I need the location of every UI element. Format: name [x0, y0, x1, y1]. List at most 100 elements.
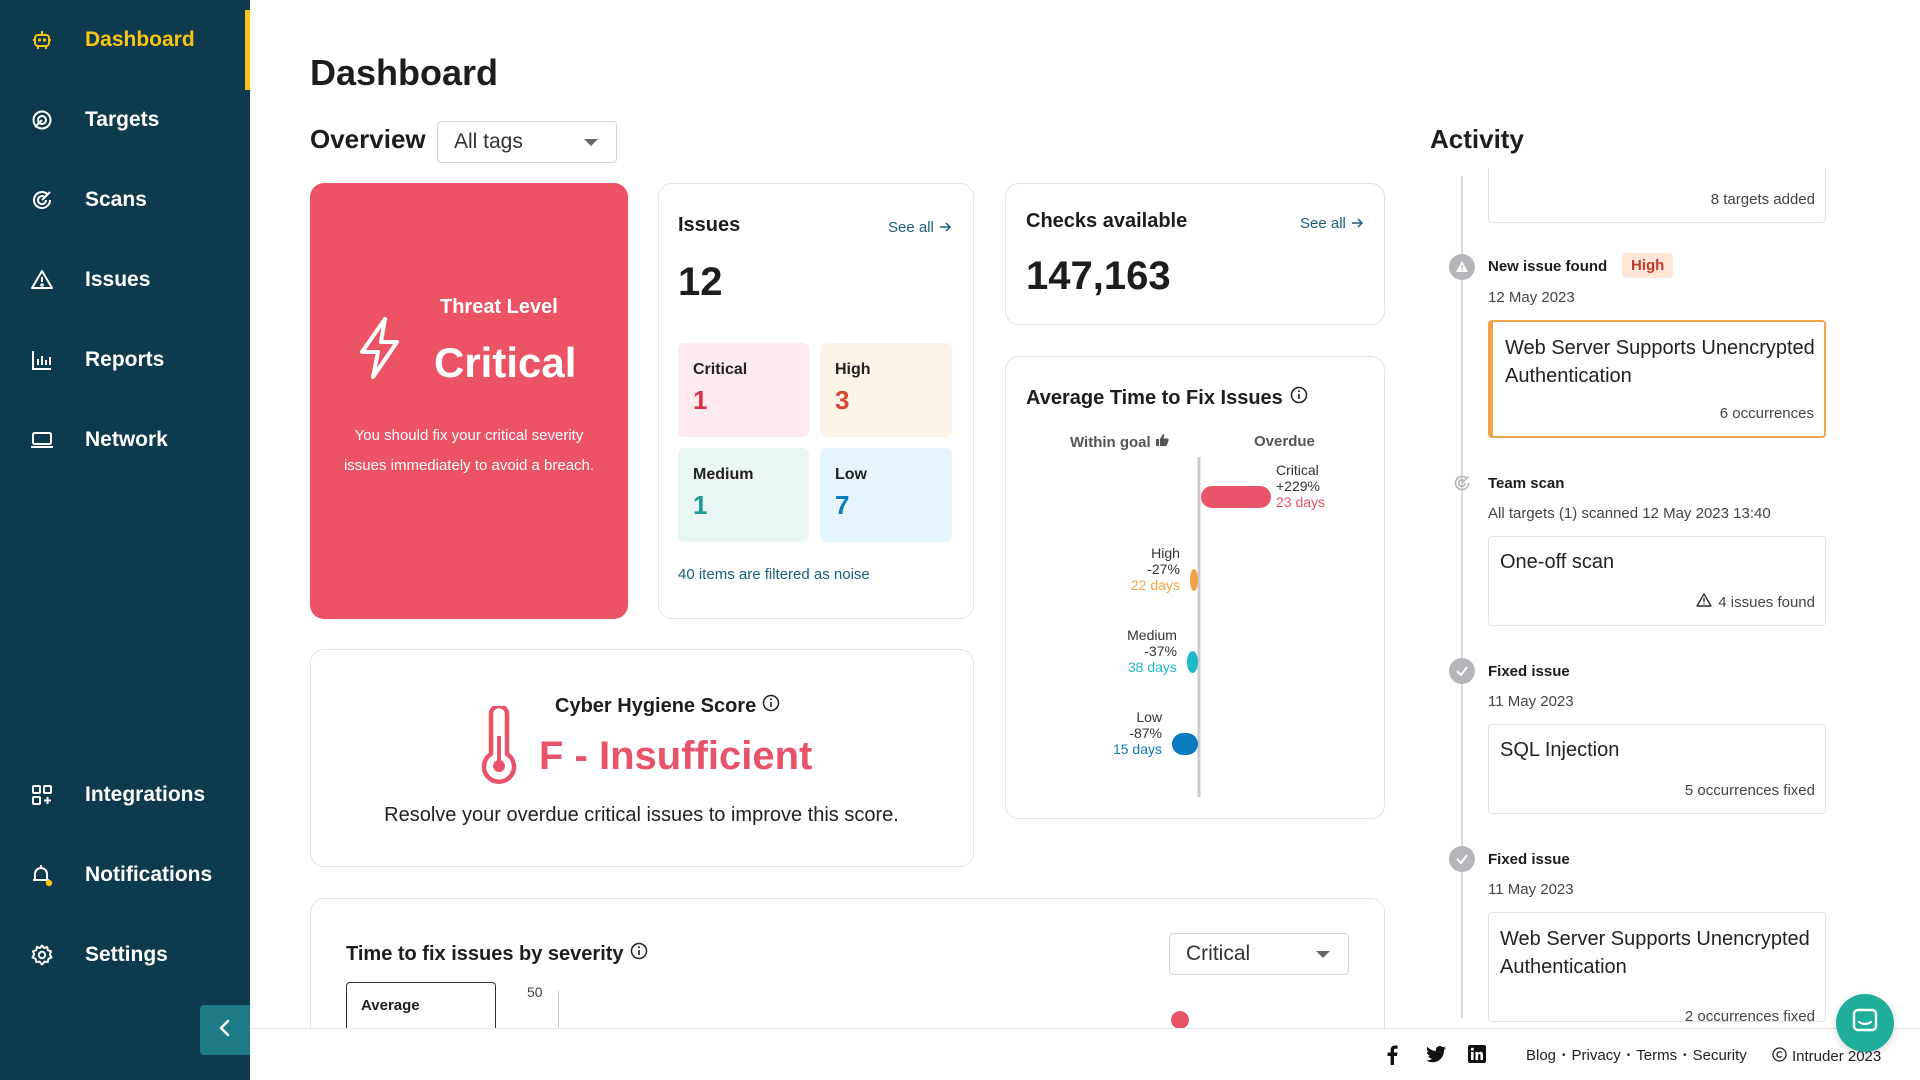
laptop-icon [30, 428, 54, 452]
check-circle-icon [1449, 658, 1475, 684]
chart-bar-critical [1201, 486, 1271, 508]
footer-link-security[interactable]: Security [1692, 1047, 1747, 1064]
chart-days-label: 38 days [1128, 659, 1177, 675]
threat-level-value: Critical [434, 339, 577, 386]
medium-label: Medium [693, 466, 754, 483]
facebook-icon[interactable] [1386, 1045, 1398, 1070]
hygiene-hint: Resolve your overdue critical issues to … [384, 804, 899, 826]
info-icon[interactable] [630, 942, 648, 966]
medium-count: 1 [693, 490, 708, 520]
warning-icon [1449, 254, 1475, 280]
tags-select[interactable]: All tags [437, 121, 617, 163]
info-icon[interactable] [762, 694, 780, 718]
chart-value-label: -37% [1144, 643, 1177, 659]
footer-link-terms[interactable]: Terms [1636, 1047, 1678, 1064]
gear-icon [30, 943, 54, 967]
linkedin-icon[interactable] [1468, 1045, 1486, 1068]
hygiene-title-row: Cyber Hygiene Score [555, 694, 780, 718]
sidebar-item-reports[interactable]: Reports [0, 330, 250, 390]
severity-select[interactable]: Critical [1169, 933, 1349, 975]
sidebar-item-label: Integrations [85, 783, 206, 806]
critical-count: 1 [693, 385, 708, 415]
high-label: High [835, 361, 871, 378]
critical-issues-tile[interactable]: Critical 1 [678, 343, 809, 437]
collapse-sidebar-button[interactable] [200, 1005, 250, 1055]
chart-category-label: Critical [1276, 462, 1319, 478]
activity-card-note: 5 occurrences fixed [1684, 782, 1815, 799]
chat-launcher-button[interactable] [1836, 994, 1894, 1052]
medium-issues-tile[interactable]: Medium 1 [678, 448, 809, 542]
robot-icon [30, 28, 54, 52]
footer-copyright: Intruder 2023 [1772, 1047, 1881, 1066]
sidebar-item-notifications[interactable]: Notifications [0, 845, 250, 905]
activity-event-date: 11 May 2023 [1488, 693, 1574, 710]
activity-card-note: 2 occurrences fixed [1684, 1008, 1815, 1025]
copyright-icon [1772, 1047, 1787, 1066]
activity-card-scan[interactable]: One-off scan 4 issues found [1488, 536, 1826, 626]
activity-card-targets-added[interactable]: 8 targets added [1488, 168, 1826, 223]
activity-card-title: SQL Injection [1500, 739, 1620, 761]
sidebar-item-scans[interactable]: Scans [0, 170, 250, 230]
tags-select-value: All tags [454, 130, 523, 153]
high-issues-tile[interactable]: High 3 [820, 343, 952, 437]
sidebar-item-label: Notifications [85, 863, 213, 886]
lightning-icon [354, 316, 404, 385]
issues-count: 12 [678, 260, 723, 304]
info-icon[interactable] [1290, 386, 1308, 410]
within-goal-legend: Within goal [1070, 433, 1169, 451]
footer-link-blog[interactable]: Blog [1526, 1047, 1557, 1064]
chevron-left-icon [218, 1019, 232, 1042]
sidebar-item-targets[interactable]: Targets [0, 90, 250, 150]
average-tab[interactable]: Average [346, 982, 496, 1032]
issues-card-title: Issues [678, 214, 741, 236]
target-icon [30, 108, 54, 132]
scan-icon [1453, 474, 1471, 492]
cyber-hygiene-card: Cyber Hygiene Score F - Insufficient Res… [310, 649, 974, 867]
threat-level-card[interactable]: Threat Level Critical You should fix you… [310, 183, 628, 619]
activity-card-note: 6 occurrences [1719, 405, 1814, 422]
average-tab-label: Average [361, 997, 420, 1014]
sidebar-item-settings[interactable]: Settings [0, 925, 250, 985]
footer-link-privacy[interactable]: Privacy [1571, 1047, 1621, 1064]
activity-card-note: 8 targets added [1710, 191, 1815, 208]
issues-see-all-link[interactable]: See all [888, 219, 952, 236]
timeline-line [1461, 176, 1463, 1018]
warning-icon [1696, 593, 1712, 611]
sidebar-item-label: Dashboard [85, 28, 195, 51]
checks-see-all-link[interactable]: See all [1300, 215, 1364, 232]
sidebar-item-integrations[interactable]: Integrations [0, 765, 250, 825]
checks-card: Checks available See all 147,163 [1005, 183, 1385, 325]
avg-fix-title: Average Time to Fix Issues [1026, 386, 1283, 409]
noise-filter-link[interactable]: 40 items are filtered as noise [678, 566, 870, 583]
scan-icon [30, 188, 54, 212]
grid-plus-icon [30, 783, 54, 807]
chart-days-label: 23 days [1276, 494, 1325, 510]
low-issues-tile[interactable]: Low 7 [820, 448, 952, 542]
sidebar-item-network[interactable]: Network [0, 410, 250, 470]
activity-card-fixed[interactable]: Web Server Supports Unencrypted Authenti… [1488, 912, 1826, 1025]
activity-event-title: Fixed issue [1488, 851, 1570, 868]
time-fix-title-row: Time to fix issues by severity [346, 942, 648, 966]
sidebar-item-label: Settings [85, 943, 168, 966]
chart-value-label: -87% [1129, 725, 1162, 741]
activity-card-issue[interactable]: Web Server Supports Unencrypted Authenti… [1488, 320, 1826, 438]
severity-select-value: Critical [1186, 942, 1251, 965]
chart-value-label: -27% [1147, 561, 1180, 577]
checks-card-title: Checks available [1026, 210, 1188, 232]
hygiene-title: Cyber Hygiene Score [555, 694, 757, 717]
sidebar-item-issues[interactable]: Issues [0, 250, 250, 310]
activity-card-note-row: 4 issues found [1696, 593, 1815, 611]
sidebar-item-label: Network [85, 428, 168, 451]
activity-card-title: One-off scan [1500, 551, 1615, 573]
activity-heading: Activity [1430, 124, 1524, 154]
within-goal-label: Within goal [1070, 433, 1151, 451]
overdue-legend: Overdue [1254, 433, 1315, 450]
activity-card-fixed[interactable]: SQL Injection 5 occurrences fixed [1488, 724, 1826, 814]
chat-icon [1852, 1008, 1878, 1039]
avg-fix-title-row: Average Time to Fix Issues [1026, 386, 1308, 410]
sidebar-item-dashboard[interactable]: Dashboard [0, 10, 250, 90]
twitter-icon[interactable] [1426, 1046, 1446, 1068]
arrow-right-icon [1351, 215, 1364, 232]
sidebar-item-label: Reports [85, 348, 165, 371]
sidebar-item-label: Scans [85, 188, 147, 211]
